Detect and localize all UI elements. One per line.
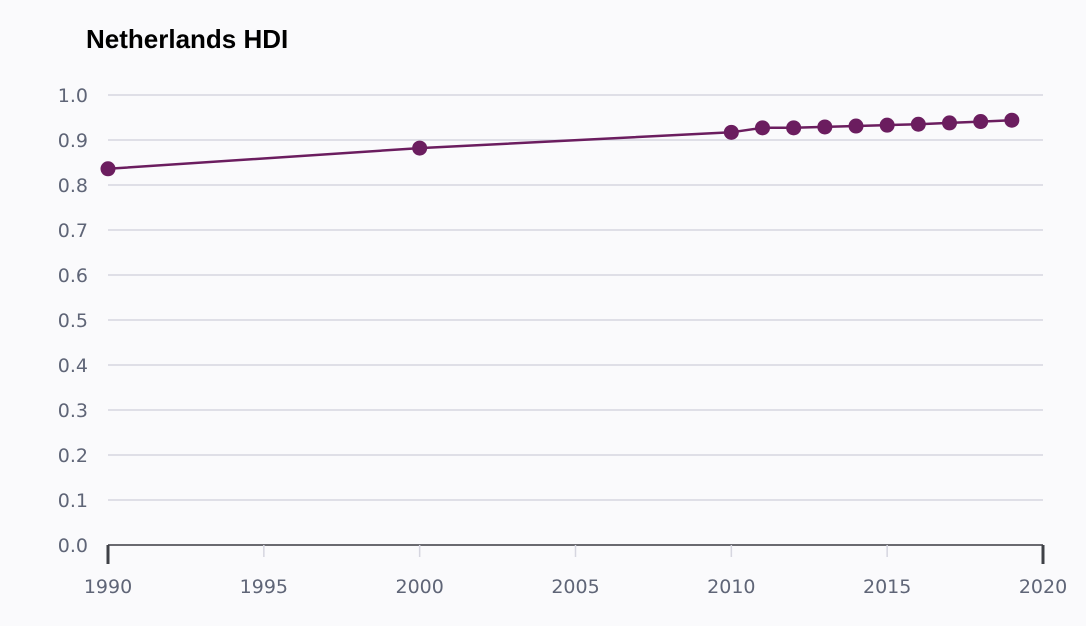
tick-label-layer: 0.0 0.1 0.2 0.3 0.4 0.5 0.6 0.7 0.8 0.9 1.0 1990 199…: [58, 85, 1067, 598]
y-tick-label: 0.9: [58, 130, 88, 152]
y-tick-label: 0.5: [58, 310, 88, 332]
y-tick-label: 0.2: [58, 445, 88, 467]
data-point[interactable]: [879, 117, 895, 133]
y-tick-label: 0.4: [58, 355, 88, 377]
data-point[interactable]: [910, 116, 926, 132]
y-tick-label: 0.3: [58, 400, 88, 422]
y-tick-label: 0.6: [58, 265, 88, 287]
y-tick-label: 0.0: [58, 535, 88, 557]
data-point[interactable]: [942, 115, 957, 131]
data-point[interactable]: [973, 114, 989, 130]
x-tick-label: 2015: [863, 576, 911, 598]
x-tick-label: 2005: [551, 576, 599, 598]
x-tick-label: 1995: [240, 576, 288, 598]
y-tick-label: 0.1: [58, 490, 88, 512]
y-tick-label: 0.7: [58, 220, 88, 242]
data-point[interactable]: [817, 119, 833, 135]
x-tick-label: 1990: [84, 576, 132, 598]
data-point[interactable]: [786, 120, 802, 136]
x-tick-label: 2010: [707, 576, 755, 598]
chart-title: Netherlands HDI: [86, 24, 289, 54]
series-layer: [100, 112, 1020, 177]
data-point[interactable]: [1004, 112, 1020, 128]
data-point[interactable]: [848, 118, 864, 134]
y-tick-label: 0.8: [58, 175, 88, 197]
data-point[interactable]: [100, 161, 116, 177]
data-point[interactable]: [723, 124, 739, 140]
x-tick-label: 2020: [1019, 576, 1067, 598]
data-point[interactable]: [412, 140, 428, 156]
axis-layer: [106, 544, 1045, 564]
x-tick-label: 2000: [395, 576, 443, 598]
y-tick-label: 1.0: [58, 85, 88, 107]
data-point[interactable]: [755, 120, 770, 136]
